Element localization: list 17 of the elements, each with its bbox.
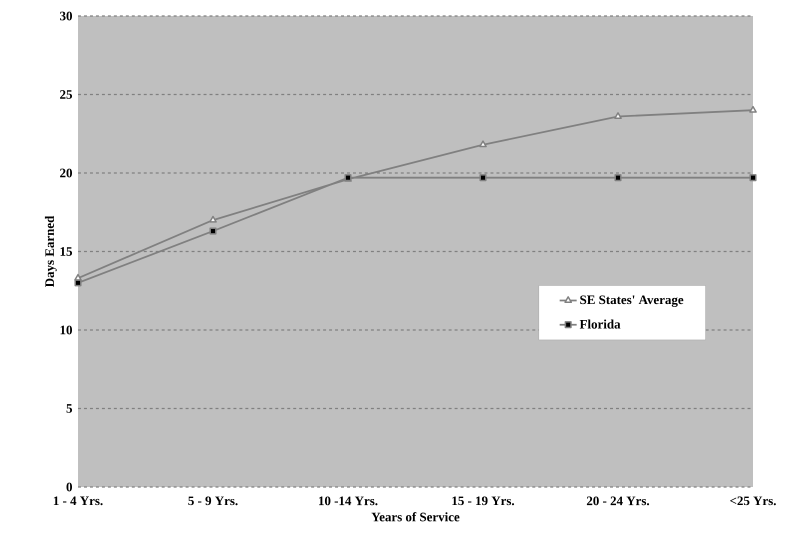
- y-axis-title: Days Earned: [44, 216, 57, 288]
- legend-label: SE States' Average: [580, 295, 684, 307]
- y-tick-label: 0: [66, 482, 72, 492]
- y-tick-label: 20: [60, 168, 72, 178]
- y-tick-label: 30: [60, 12, 72, 20]
- x-tick-label: 1 - 4 Yrs.: [54, 496, 103, 506]
- x-tick-label: 10 -14 Yrs.: [319, 496, 378, 506]
- x-tick-label: 15 - 19 Yrs.: [452, 496, 514, 506]
- x-tick-label: 20 - 24 Yrs.: [586, 496, 650, 506]
- legend-label: Florida: [580, 319, 620, 329]
- x-tick-label: 5 - 9 Yrs.: [188, 496, 238, 506]
- y-tick-label: 5: [66, 404, 72, 413]
- y-tick-label: 25: [60, 90, 72, 99]
- y-tick-label: 15: [60, 247, 72, 256]
- y-tick-label: 10: [60, 326, 72, 334]
- x-tick-label: <25 Yrs.: [730, 496, 776, 506]
- x-axis-title: Years of Service: [372, 512, 460, 522]
